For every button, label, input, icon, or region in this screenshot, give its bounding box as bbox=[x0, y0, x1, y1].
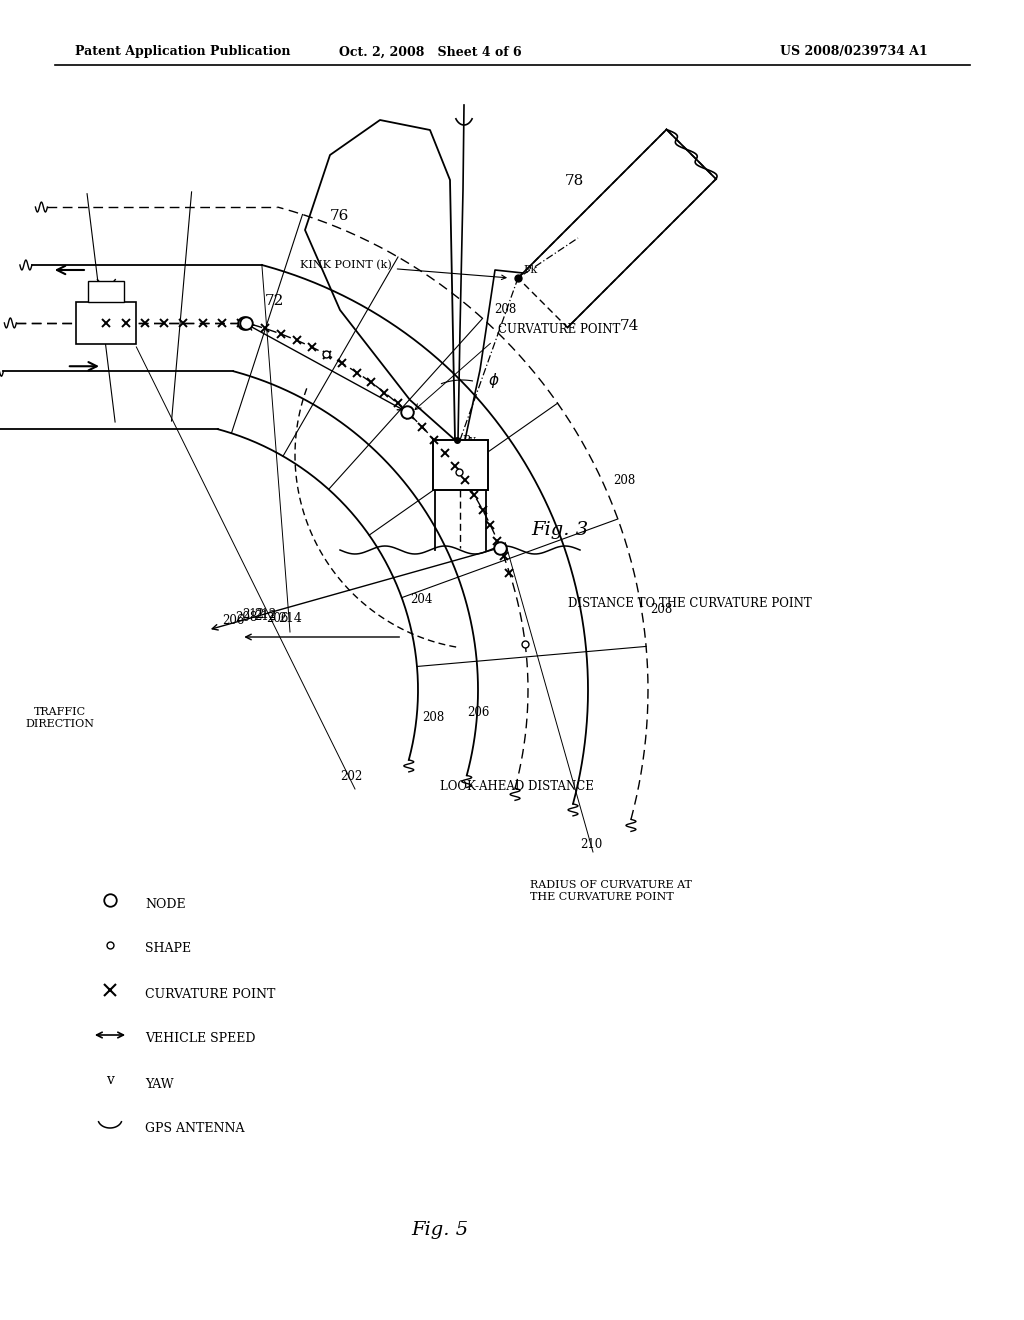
Text: LOOK-AHEAD DISTANCE: LOOK-AHEAD DISTANCE bbox=[440, 780, 594, 793]
Text: 202: 202 bbox=[340, 770, 362, 783]
Text: Pk: Pk bbox=[523, 265, 538, 275]
Text: US 2008/0239734 A1: US 2008/0239734 A1 bbox=[780, 45, 928, 58]
Text: Fig. 3: Fig. 3 bbox=[531, 521, 589, 539]
Text: GPS ANTENNA: GPS ANTENNA bbox=[145, 1122, 245, 1135]
Text: KINK POINT (k): KINK POINT (k) bbox=[300, 260, 506, 280]
Text: Fig. 5: Fig. 5 bbox=[412, 1221, 469, 1239]
Text: TRAFFIC
DIRECTION: TRAFFIC DIRECTION bbox=[26, 708, 94, 729]
Text: 208: 208 bbox=[495, 304, 517, 317]
Bar bbox=[88, 281, 124, 302]
Text: SHAPE: SHAPE bbox=[145, 942, 191, 956]
Text: NODE: NODE bbox=[145, 898, 185, 911]
Text: 208: 208 bbox=[422, 711, 444, 725]
Text: VEHICLE SPEED: VEHICLE SPEED bbox=[145, 1032, 256, 1045]
Text: 72: 72 bbox=[265, 294, 285, 308]
Text: 208: 208 bbox=[236, 611, 257, 624]
Text: Oct. 2, 2008   Sheet 4 of 6: Oct. 2, 2008 Sheet 4 of 6 bbox=[339, 45, 521, 58]
Bar bbox=[432, 440, 487, 490]
Text: $\phi$: $\phi$ bbox=[488, 371, 500, 389]
Text: 206: 206 bbox=[467, 706, 489, 719]
Text: 214: 214 bbox=[279, 612, 302, 624]
Text: CURVATURE POINT: CURVATURE POINT bbox=[498, 323, 620, 337]
Text: 78: 78 bbox=[565, 174, 585, 187]
Text: 208: 208 bbox=[650, 603, 673, 616]
Text: RADIUS OF CURVATURE AT
THE CURVATURE POINT: RADIUS OF CURVATURE AT THE CURVATURE POI… bbox=[530, 880, 692, 902]
Text: 212: 212 bbox=[255, 609, 276, 620]
Text: 210: 210 bbox=[580, 838, 602, 851]
Text: v: v bbox=[106, 1073, 114, 1086]
Text: 204: 204 bbox=[410, 593, 432, 606]
Bar bbox=[77, 302, 136, 345]
Text: CURVATURE POINT: CURVATURE POINT bbox=[145, 987, 275, 1001]
Text: 74: 74 bbox=[620, 319, 639, 333]
Text: 206: 206 bbox=[265, 612, 288, 624]
Text: 206: 206 bbox=[222, 614, 245, 627]
Text: 212: 212 bbox=[242, 609, 264, 620]
Text: Patent Application Publication: Patent Application Publication bbox=[75, 45, 291, 58]
Text: 76: 76 bbox=[330, 209, 349, 223]
Text: Pv: Pv bbox=[462, 436, 476, 445]
Text: 208: 208 bbox=[613, 474, 636, 487]
Text: 212: 212 bbox=[254, 610, 276, 623]
Text: YAW: YAW bbox=[145, 1077, 174, 1090]
Text: DISTANCE TO THE CURVATURE POINT: DISTANCE TO THE CURVATURE POINT bbox=[568, 597, 812, 610]
